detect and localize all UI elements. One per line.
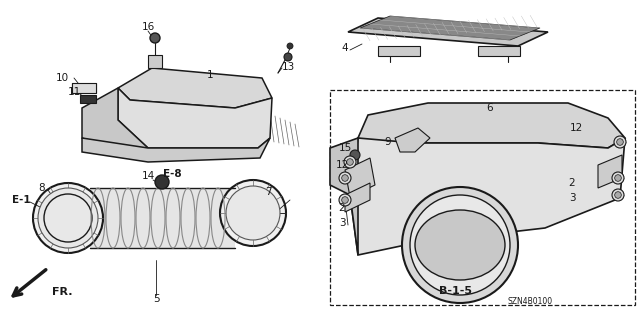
Text: FR.: FR. — [52, 287, 72, 297]
Polygon shape — [395, 128, 430, 152]
Polygon shape — [148, 55, 162, 68]
Polygon shape — [330, 138, 358, 255]
Circle shape — [410, 195, 510, 295]
Polygon shape — [378, 46, 420, 56]
Polygon shape — [348, 18, 548, 46]
Text: 3: 3 — [339, 218, 346, 228]
Circle shape — [38, 188, 98, 248]
Text: 16: 16 — [141, 22, 155, 32]
Polygon shape — [80, 95, 96, 103]
Circle shape — [614, 136, 626, 148]
Text: 5: 5 — [153, 294, 159, 304]
Text: 1: 1 — [207, 70, 213, 80]
Polygon shape — [345, 158, 375, 197]
Circle shape — [284, 53, 292, 61]
Bar — [330, 90, 635, 305]
Text: 15: 15 — [339, 143, 351, 153]
Circle shape — [402, 187, 518, 303]
Text: E-1: E-1 — [12, 195, 31, 205]
Circle shape — [347, 159, 353, 165]
Text: 7: 7 — [265, 187, 271, 197]
Circle shape — [339, 172, 351, 184]
Polygon shape — [350, 138, 625, 255]
Polygon shape — [598, 155, 622, 188]
Polygon shape — [82, 138, 270, 162]
Polygon shape — [118, 68, 272, 108]
Circle shape — [287, 43, 293, 49]
Circle shape — [617, 139, 623, 145]
Circle shape — [614, 175, 621, 181]
Text: 14: 14 — [141, 171, 155, 181]
Text: B-1-5: B-1-5 — [440, 286, 472, 296]
Circle shape — [612, 172, 624, 184]
Circle shape — [342, 197, 348, 203]
Text: 13: 13 — [282, 62, 294, 72]
Polygon shape — [478, 46, 520, 56]
Circle shape — [350, 150, 360, 160]
Circle shape — [342, 175, 348, 181]
Circle shape — [612, 189, 624, 201]
Circle shape — [614, 192, 621, 198]
Polygon shape — [72, 83, 96, 93]
Text: 10: 10 — [56, 73, 68, 83]
Circle shape — [155, 175, 169, 189]
Circle shape — [150, 33, 160, 43]
Text: 6: 6 — [486, 103, 493, 113]
Text: SZN4B0100: SZN4B0100 — [508, 298, 552, 307]
Polygon shape — [118, 88, 272, 148]
Polygon shape — [358, 103, 625, 148]
Polygon shape — [360, 16, 540, 40]
Text: 9: 9 — [385, 137, 391, 147]
Circle shape — [226, 186, 280, 240]
Circle shape — [344, 156, 356, 168]
Circle shape — [339, 194, 351, 206]
Text: 11: 11 — [67, 87, 81, 97]
Text: 8: 8 — [38, 183, 45, 193]
Text: E-8: E-8 — [163, 169, 181, 179]
Polygon shape — [90, 188, 235, 248]
Ellipse shape — [415, 210, 505, 280]
Polygon shape — [345, 183, 370, 212]
Circle shape — [220, 180, 286, 246]
Text: 12: 12 — [570, 123, 582, 133]
Text: 12: 12 — [335, 160, 349, 170]
Circle shape — [44, 194, 92, 242]
Text: 4: 4 — [342, 43, 348, 53]
Polygon shape — [82, 88, 148, 158]
Text: 3: 3 — [569, 193, 575, 203]
Circle shape — [33, 183, 103, 253]
Text: 2: 2 — [339, 203, 346, 213]
Text: 2: 2 — [569, 178, 575, 188]
